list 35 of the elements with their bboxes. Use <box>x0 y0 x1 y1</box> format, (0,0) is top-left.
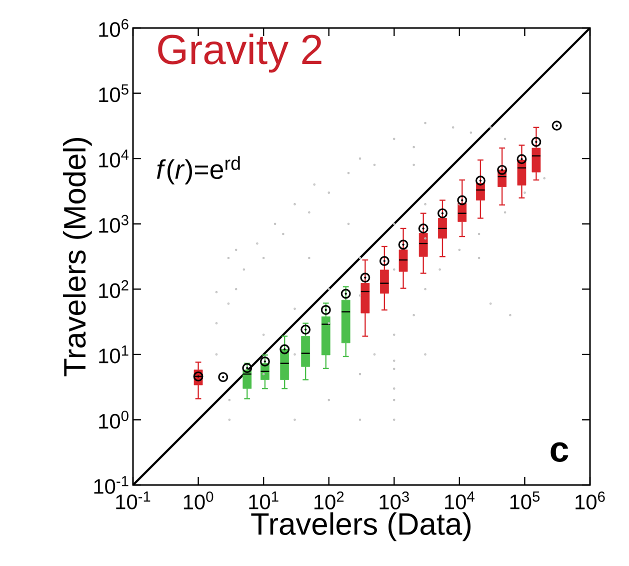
y-tick-label: 10$^{6}$ <box>99 19 128 37</box>
point <box>437 208 448 218</box>
x-axis-title: Travelers (Data) <box>251 512 471 542</box>
y-tick-label: 10$^{3}$ <box>99 214 128 233</box>
y-axis-title: Travelers (Model) <box>63 138 92 376</box>
y-tick-label: 10$^{4}$ <box>99 150 129 168</box>
point <box>457 195 468 206</box>
point <box>497 164 508 175</box>
point <box>260 356 270 366</box>
x-tick-label: 10$^{4}$ <box>445 492 474 510</box>
point <box>398 240 408 250</box>
point <box>340 288 351 299</box>
annotation: c <box>550 442 568 462</box>
y-tick-label: 10$^{5}$ <box>99 84 128 102</box>
point <box>242 363 252 373</box>
x-tick-label: 10$^{0}$ <box>184 492 214 510</box>
x-tick-label: 10$^{1}$ <box>249 492 278 510</box>
y-tick-label: 10$^{-1}$ <box>94 476 128 494</box>
point <box>360 272 370 283</box>
annotation: f(r)=e$^{rd}$ <box>156 156 240 184</box>
point <box>516 154 527 164</box>
point <box>280 344 290 354</box>
x-tick-label: 10$^{-1}$ <box>116 492 150 510</box>
y-tick-label: 10$^{0}$ <box>99 410 128 429</box>
point <box>300 324 311 335</box>
chart-title: Gravity 2 <box>158 34 322 73</box>
y-tick-label: 10$^{1}$ <box>99 346 128 364</box>
x-tick-label: 10$^{3}$ <box>380 492 409 510</box>
point <box>418 223 428 234</box>
x-tick-label: 10$^{5}$ <box>510 492 540 510</box>
point <box>379 256 390 266</box>
x-tick-label: 10$^{6}$ <box>576 492 605 510</box>
y-tick-label: 10$^{2}$ <box>99 280 128 298</box>
point <box>320 304 331 315</box>
x-tick-label: 10$^{2}$ <box>314 492 344 510</box>
